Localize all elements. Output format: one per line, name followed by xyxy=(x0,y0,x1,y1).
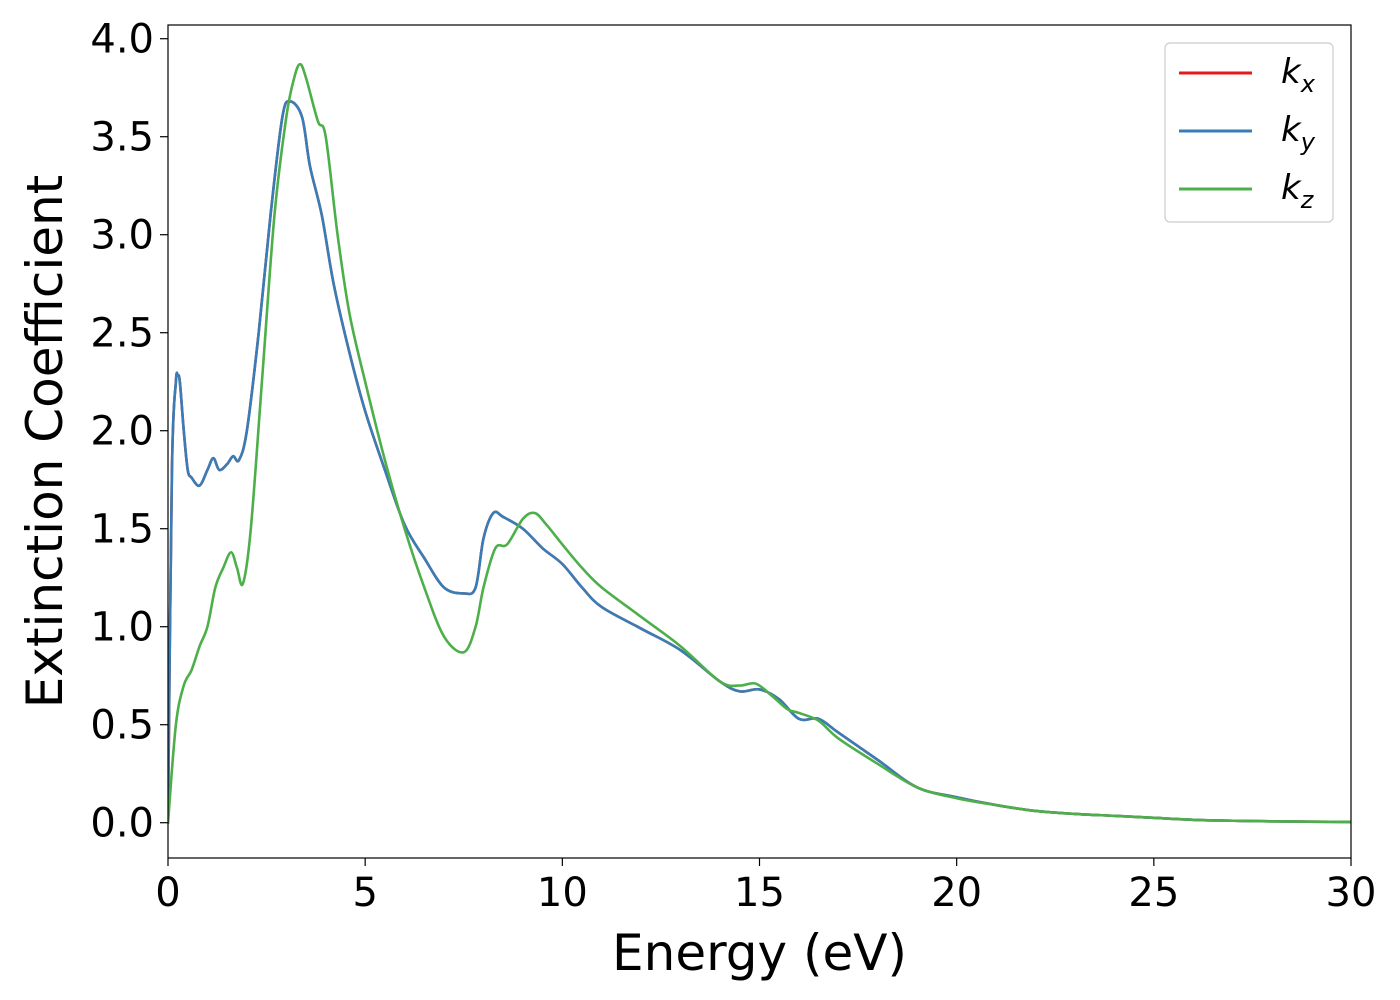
y-tick-label: 0.0 xyxy=(90,801,154,847)
x-tick-label: 25 xyxy=(1128,870,1179,916)
y-axis-ticks: 0.0 0.5 1.0 1.5 2.0 2.5 3.0 3.5 4.0 xyxy=(90,17,168,847)
legend-label-kz: kz xyxy=(1281,168,1315,214)
y-tick-label: 2.5 xyxy=(90,311,154,357)
y-tick-label: 3.0 xyxy=(90,213,154,259)
x-axis-ticks: 0 5 10 15 20 25 30 xyxy=(155,858,1376,916)
legend-label-main: k xyxy=(1281,168,1302,208)
y-tick-label: 1.0 xyxy=(90,605,154,651)
x-axis-label: Energy (eV) xyxy=(612,924,907,982)
legend-label-main: k xyxy=(1281,52,1302,92)
y-tick-label: 3.5 xyxy=(90,115,154,161)
series-layer xyxy=(168,62,1351,825)
legend-label-ky: ky xyxy=(1281,110,1316,156)
series-line-kz xyxy=(168,62,1351,825)
y-tick-label: 1.5 xyxy=(90,507,154,553)
y-tick-label: 2.0 xyxy=(90,409,154,455)
y-axis-label: Extinction Coefficient xyxy=(16,175,74,709)
legend-label-subscript: y xyxy=(1300,128,1316,156)
x-tick-label: 10 xyxy=(537,870,588,916)
y-tick-label: 0.5 xyxy=(90,703,154,749)
x-tick-label: 20 xyxy=(931,870,982,916)
legend-label-subscript: z xyxy=(1300,186,1315,214)
x-tick-label: 15 xyxy=(734,870,785,916)
legend-label-kx: kx xyxy=(1281,52,1316,98)
x-tick-label: 5 xyxy=(352,870,377,916)
x-tick-label: 30 xyxy=(1326,870,1377,916)
x-tick-label: 0 xyxy=(155,870,180,916)
y-tick-label: 4.0 xyxy=(90,17,154,63)
legend-label-main: k xyxy=(1281,110,1302,150)
legend-label-subscript: x xyxy=(1300,70,1316,98)
